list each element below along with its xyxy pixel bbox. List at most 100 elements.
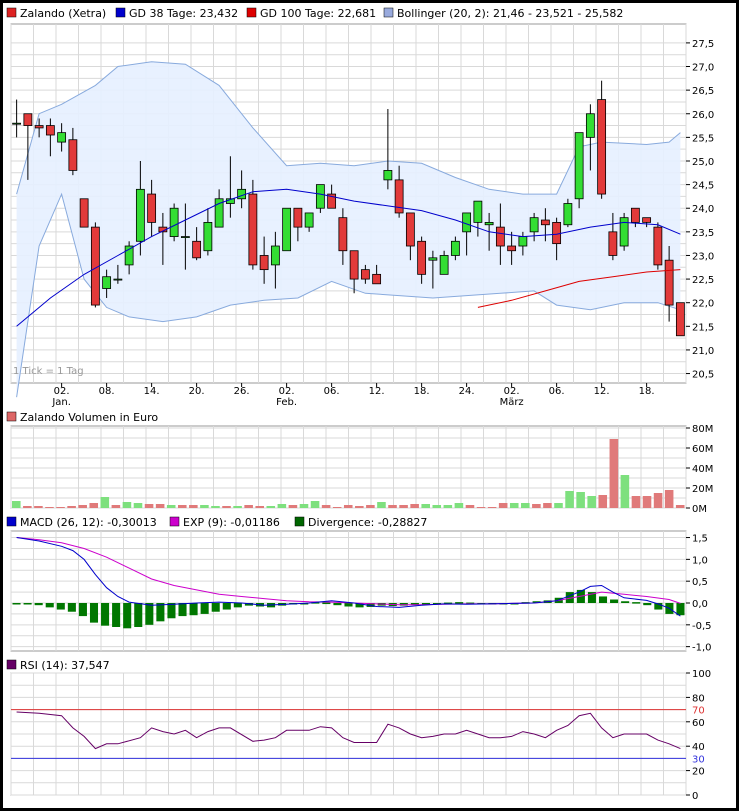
candle	[653, 222, 663, 270]
price-y-tick-label: 25,0	[692, 157, 714, 168]
candle-body	[45, 125, 55, 136]
volume-bar	[443, 505, 453, 508]
volume-bar	[89, 503, 99, 508]
x-tick-label: 08.	[99, 386, 115, 397]
x-tick-label: 20.	[189, 386, 205, 397]
legend-swatch-volume	[6, 411, 17, 422]
candle-body	[102, 276, 112, 289]
month-label: Jan.	[51, 397, 71, 408]
volume-bar	[410, 504, 419, 508]
candle-body	[349, 250, 359, 280]
candle	[57, 123, 67, 152]
candle-body	[259, 255, 269, 271]
candle	[642, 217, 652, 228]
volume-bar	[498, 503, 508, 508]
volume-bar	[509, 503, 519, 508]
candle-body	[507, 245, 517, 252]
candle-body	[439, 255, 449, 275]
candle	[563, 198, 573, 228]
candle-body	[315, 184, 325, 209]
divergence-bar	[200, 603, 209, 614]
price-y-tick-label: 20,5	[692, 370, 714, 381]
candle	[259, 236, 269, 284]
candle-body	[360, 269, 370, 280]
volume-bar	[343, 505, 353, 508]
candle-body	[552, 221, 562, 245]
rsi-y-tick-label: 0	[692, 791, 698, 802]
volume-bar	[67, 506, 76, 508]
candle	[529, 212, 539, 242]
volume-bar	[487, 507, 497, 508]
divergence-bar	[45, 603, 54, 608]
candle-body	[282, 207, 292, 252]
candle	[619, 212, 629, 251]
legend-zalando: Zalando (Xetra)	[20, 7, 106, 20]
candle	[394, 165, 404, 218]
volume-bar	[233, 506, 242, 508]
x-tick-label: 06.	[549, 386, 565, 397]
rsi-y-tick-label: 80	[692, 693, 705, 704]
volume-bar	[266, 506, 276, 508]
rsi-line	[16, 711, 681, 750]
candle-body	[34, 125, 44, 129]
candle-body	[642, 217, 652, 223]
candle	[383, 109, 393, 190]
candle-body	[630, 207, 640, 223]
volume-bar	[23, 506, 32, 508]
candle	[169, 203, 179, 242]
volume-bar	[399, 505, 408, 508]
legend-gd38: GD 38 Tage: 23,432	[129, 7, 238, 20]
divergence-bar	[67, 603, 76, 612]
divergence-bar	[532, 601, 541, 603]
candle-body	[484, 221, 494, 226]
legend-swatch-bollinger	[383, 7, 394, 18]
price-y-tick-label: 21,5	[692, 322, 714, 333]
legend-swatch-gd38	[115, 7, 126, 18]
candle-body	[585, 113, 595, 138]
chart-frame: Zalando (Xetra) GD 38 Tage: 23,432 GD 10…	[3, 3, 736, 808]
candle-body	[23, 113, 33, 126]
volume-bar	[155, 504, 165, 508]
candle-body	[383, 170, 393, 181]
candle-body	[327, 193, 337, 209]
volume-bar	[476, 507, 486, 508]
legend-swatch-divergence	[294, 516, 305, 527]
volume-bar	[244, 505, 253, 508]
rsi-y-tick-label: 100	[692, 669, 711, 680]
x-tick-label: 12.	[594, 386, 610, 397]
candle-body	[664, 259, 674, 306]
divergence-bar	[222, 603, 231, 610]
rsi-legend: RSI (14): 37,547	[6, 659, 110, 672]
candle-body	[563, 203, 573, 226]
candle-body	[237, 188, 247, 200]
price-y-tick-label: 27,5	[692, 39, 714, 50]
candle-body	[203, 221, 213, 252]
volume-bar	[653, 493, 663, 508]
price-y-tick-label: 23,0	[692, 251, 714, 262]
volume-legend: Zalando Volumen in Euro	[6, 411, 158, 424]
volume-bar	[12, 501, 21, 508]
volume-y-tick-label: 60M	[692, 444, 713, 455]
candle	[428, 250, 438, 289]
candle-body	[529, 217, 539, 233]
volume-bar	[421, 504, 430, 508]
divergence-bar	[244, 603, 253, 606]
volume-bar	[211, 506, 220, 508]
price-y-tick-label: 22,0	[692, 299, 714, 310]
rsi-reference-label: 30	[692, 754, 705, 765]
candle	[417, 236, 427, 284]
divergence-bar	[632, 602, 641, 604]
candle-body	[124, 245, 134, 266]
macd-y-tick-label: -0,5	[692, 621, 712, 632]
candle	[124, 241, 134, 275]
candle	[315, 184, 325, 213]
divergence-bar	[189, 603, 198, 616]
volume-bar	[222, 506, 231, 508]
divergence-bar	[432, 603, 442, 605]
volume-bar	[543, 503, 552, 508]
divergence-bar	[410, 603, 419, 605]
candle	[102, 269, 112, 298]
volume-bar	[631, 496, 641, 508]
x-tick-label: 18.	[414, 386, 430, 397]
candle	[214, 189, 224, 228]
